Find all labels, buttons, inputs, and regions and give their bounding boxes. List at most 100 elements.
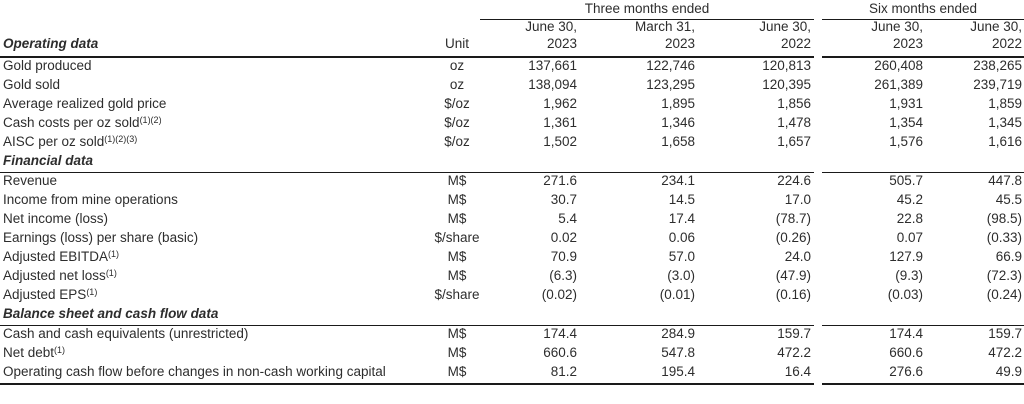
value-cell: (72.3) [986,268,1023,283]
value-cell: 660.6 [889,345,923,360]
column-group-gap [814,345,822,364]
value-cell: 0.07 [896,230,923,245]
row-label: Adjusted net loss(1) [3,268,117,283]
value-cell: 174.4 [543,326,577,341]
value-cell: 14.5 [668,192,695,207]
table-row: Adjusted EBITDA(1) M$ 70.9 57.0 24.0 127.9 66.… [0,249,1024,268]
table-row: Revenue M$ 271.6 234.1 224.6 505.7 447.8 [0,172,1024,192]
column-group-gap [814,249,822,268]
table-body: Gold produced oz 137,661 122,746 120,813 260,… [0,57,1024,385]
col-header-q2-line1: March 31, [634,19,695,34]
value-cell: 159.7 [988,326,1023,341]
value-cell: 1,657 [777,134,811,149]
unit-cell: M$ [447,192,467,207]
column-group-gap [814,230,822,249]
col-header-q1-line2: 2023 [480,36,580,58]
value-cell: 1,361 [543,115,577,130]
section-title: Financial data [0,152,814,173]
group-header-spacer [0,0,480,20]
date-header-row-line1: June 30, March 31, June 30, June 30, Jun… [0,20,1024,37]
value-cell: 1,931 [889,96,923,111]
col-header-h2-line2: 2022 [926,36,1024,58]
value-cell: (0.24) [986,287,1023,302]
column-group-gap [814,306,822,326]
footnote-reference: (1) [108,249,120,259]
column-group-gap [814,287,822,306]
row-label: Operating cash flow before changes in no… [0,363,400,385]
value-cell: (0.01) [659,287,695,302]
value-cell: 1,346 [661,115,695,130]
unit-cell: oz [449,77,465,92]
column-group-gap [814,57,822,77]
value-cell: 1,502 [543,134,577,149]
col-header-q1-line1: June 30, [525,19,577,34]
value-cell: 1,576 [889,134,923,149]
value-cell: 1,345 [988,115,1023,130]
value-cell: 472.2 [777,345,811,360]
column-group-gap [814,134,822,153]
value-cell: (9.3) [895,268,923,283]
unit-cell: $/oz [444,134,470,149]
col-header-q3-line2: 2022 [698,36,814,58]
table-row: Average realized gold price $/oz 1,962 1,89… [0,96,1024,115]
table-row: Adjusted EPS(1) $/share (0.02) (0.01) (0.16)… [0,287,1024,306]
value-cell: (98.5) [986,211,1023,226]
section-rule-right [822,305,1024,326]
footnote-reference: (1)(2)(3) [104,134,138,144]
value-cell: 505.7 [889,173,923,188]
value-cell: 127.9 [889,249,923,264]
section-rule-right [822,152,1024,173]
row-label: Net income (loss) [3,211,109,226]
value-cell: 0.06 [668,230,695,245]
column-group-gap [814,192,822,211]
financial-results-table: Three months ended Six months ended June… [0,0,1024,385]
value-cell: 1,354 [889,115,923,130]
unit-cell: M$ [447,345,467,360]
group-header-six-months: Six months ended [822,0,1024,20]
value-cell: 57.0 [668,249,695,264]
value-cell: 22.8 [896,211,923,226]
value-cell: 239,719 [973,77,1023,92]
value-cell: 547.8 [661,345,695,360]
table-row: Gold sold oz 138,094 123,295 120,395 261,389 2… [0,77,1024,96]
value-cell: (3.0) [667,268,695,283]
table-row: Operating cash flow before changes in no… [0,363,1024,385]
table-row: Cash and cash equivalents (unrestricted)… [0,325,1024,345]
value-cell: 224.6 [777,173,811,188]
col-header-q3-line1: June 30, [759,19,811,34]
column-group-gap [814,364,822,384]
row-label: Adjusted EBITDA(1) [3,249,120,264]
value-cell: 137,661 [528,58,577,73]
unit-cell: oz [449,58,465,73]
footnote-reference: (1) [54,345,66,355]
column-group-gap [814,20,822,37]
column-group-gap [814,268,822,287]
column-group-gap [814,96,822,115]
table-row: Net debt(1) M$ 660.6 547.8 472.2 660.6 472.2 [0,345,1024,364]
unit-cell: M$ [447,249,467,264]
col-header-h2-line1: June 30, [970,19,1023,34]
table-row: AISC per oz sold(1)(2)(3) $/oz 1,502 1,658 1… [0,134,1024,153]
column-group-gap [814,325,822,345]
value-cell: 120,813 [762,58,811,73]
value-cell: 261,389 [874,77,923,92]
unit-cell: $/share [434,287,480,302]
unit-cell: $/oz [444,96,470,111]
value-cell: (0.33) [986,230,1023,245]
col-header-h1-line2: 2023 [822,36,926,58]
value-cell: (0.16) [775,287,811,302]
table-row: Earnings (loss) per share (basic) $/share… [0,230,1024,249]
value-cell: 1,478 [777,115,811,130]
value-cell: 45.5 [995,192,1023,207]
column-group-gap [814,77,822,96]
value-cell: 120,395 [762,77,811,92]
table-row: Gold produced oz 137,661 122,746 120,813 260,… [0,57,1024,77]
value-cell: 30.7 [550,192,577,207]
value-cell: 123,295 [646,77,695,92]
unit-cell: $/oz [444,115,470,130]
value-cell: 271.6 [543,173,577,188]
row-label: Income from mine operations [3,192,178,207]
value-cell: 276.6 [822,363,926,385]
row-label: Gold produced [3,58,92,73]
value-cell: 70.9 [550,249,577,264]
